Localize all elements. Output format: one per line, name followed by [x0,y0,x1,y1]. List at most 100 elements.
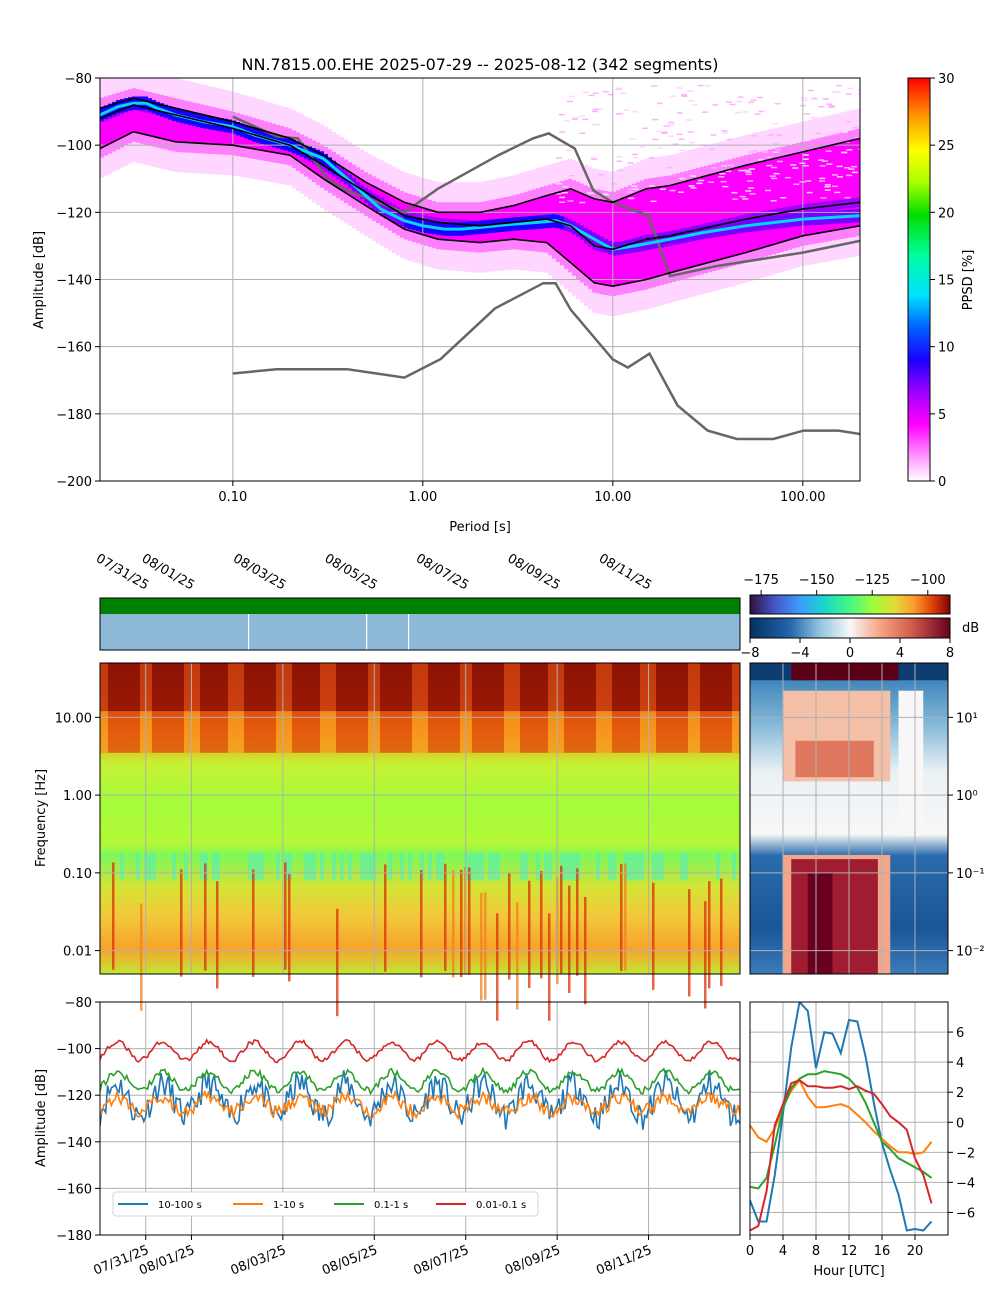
ppsd-density-fringe [681,95,688,97]
ppsd-density-fringe [824,185,831,188]
ppsd-density-fringe [649,185,656,187]
ppsd-colorbar-tick-label: 0 [938,475,946,490]
spectrogram-low-freq-streak [284,862,287,970]
ppsd-density-fringe [825,150,832,152]
ppsd-density-fringe [779,145,786,147]
ppsd-density-mid [816,148,820,234]
ppsd-density-mid [104,106,108,146]
spectrogram-high-freq-cell [328,663,333,712]
spectrogram-high-freq-cell [380,663,385,712]
spectrogram-mid-freq-cell [628,711,633,753]
spectrogram-high-freq-cell [480,663,485,712]
spectrogram-high-freq-cell [196,663,201,712]
spectrogram-high-freq-cell [348,663,353,712]
ppsd-density-mid [832,144,836,231]
diurnal-colorbar-tick-label: −8 [740,646,759,661]
ppsd-density-fringe [769,175,776,177]
ppsd-density-fringe [773,172,780,175]
ppsd-density-fringe [611,183,618,185]
ppsd-density-mid [768,159,772,246]
ppsd-density-fringe [628,197,635,200]
spectrogram-high-freq-cell [672,663,677,712]
ppsd-density-fringe [598,174,605,176]
spectrogram-mid-freq-cell [636,711,641,753]
ppsd-density-mid [184,110,188,143]
ppsd-density-fringe [718,175,725,178]
spectrogram-low-freq-streak [140,903,143,1011]
spectrogram-mid-freq-cell [400,711,405,753]
spectrogram-mid-freq-cell [456,711,461,753]
ppsd-density-fringe [748,101,755,104]
spectrogram-high-freq-cell [512,663,517,712]
spectrogram-low-freq-streak [540,871,543,979]
ppsd-density-fringe [835,84,842,87]
spectrogram-microseism-cell [684,852,689,881]
ppsd-density-mid [736,167,740,255]
spectrogram-high-freq-cell [340,663,345,712]
ppsd-density-fringe [726,138,733,141]
ppsd-density-fringe [776,160,783,163]
timeseries-x-tick-label: 08/05/25 [320,1243,380,1279]
ppsd-density-fringe [603,194,610,196]
spectrogram-low-freq-streak [624,863,627,971]
spectrogram-high-freq-cell [364,663,369,712]
timeseries-y-label: Amplitude [dB] [34,1069,49,1167]
spectrogram-mid-freq-cell [624,711,629,753]
spectrogram-high-freq-cell [560,663,565,712]
ppsd-density-fringe [805,180,812,182]
ppsd-density-fringe [826,163,833,165]
ppsd-density-fringe [632,188,639,190]
ppsd-density-fringe [588,94,595,97]
spectrogram-microseism-cell [260,852,265,881]
ppsd-density-fringe [742,198,749,200]
diurnal-lines-y-tick-label: −2 [956,1146,975,1161]
diurnal-lines-x-tick-label: 16 [874,1244,891,1259]
ppsd-density-mid [728,169,732,257]
ppsd-density-fringe [656,130,663,133]
spectrogram-high-freq-cell [452,663,457,712]
spectrogram-high-freq-cell [292,663,297,712]
ppsd-density-fringe [619,170,626,172]
nhnm-curve [232,115,860,278]
timeseries-x-tick-label: 08/03/25 [229,1243,289,1279]
spectrogram-high-freq-cell [556,663,561,712]
spectrogram-high-freq-cell [384,663,389,712]
ppsd-density-mid [164,105,168,140]
spectrogram-microseism-cell [488,852,493,881]
timeseries-frame [99,1001,741,1236]
spectrogram-microseism-cell [400,852,405,881]
spectrogram-high-freq-cell [216,663,221,712]
spectrogram-low-freq-streak [720,878,723,986]
ppsd-density-fringe [790,164,797,166]
spectrogram-low-freq-streak [516,902,519,1010]
ppsd-density-fringe [697,84,704,87]
ppsd-density-fringe [843,166,850,169]
spectrogram-high-freq-cell [528,663,533,712]
diurnal-line-2 [750,1070,933,1190]
spectrogram-mid-freq-cell [420,711,425,753]
spectrogram-mid-freq-cell [184,711,189,753]
spectrogram-mid-freq-cell [340,711,345,753]
ppsd-density-mid [780,156,784,242]
ppsd-density-mid [144,101,148,135]
spectrogram-mid-freq-cell [368,711,373,753]
spectrogram-high-freq-cell [244,663,249,712]
ppsd-density-fringe [592,92,599,95]
ppsd-density-mid [692,179,696,267]
spectrogram-microseism-cell [564,852,569,881]
spectrogram-low-freq-streak [576,868,579,976]
spectrogram-microseism-cell [288,852,293,881]
ppsd-density-fringe [710,134,717,136]
ppsd-density-fringe [607,93,614,96]
spectrogram-high-freq-cell [544,663,549,712]
spectrogram-high-freq-cell [408,663,413,712]
spectrogram-mid-freq-cell [664,711,669,753]
ppsd-density-fringe [824,189,831,191]
spectrogram-high-freq-cell [468,663,473,712]
spectrogram-high-freq-cell [392,663,397,712]
spectrogram-high-freq-cell [316,663,321,712]
spectrogram-mid-freq-cell [332,711,337,753]
spectrogram-high-freq-cell [636,663,641,712]
ppsd-density-fringe [579,115,586,118]
spectrogram-low-freq-streak [620,863,623,972]
